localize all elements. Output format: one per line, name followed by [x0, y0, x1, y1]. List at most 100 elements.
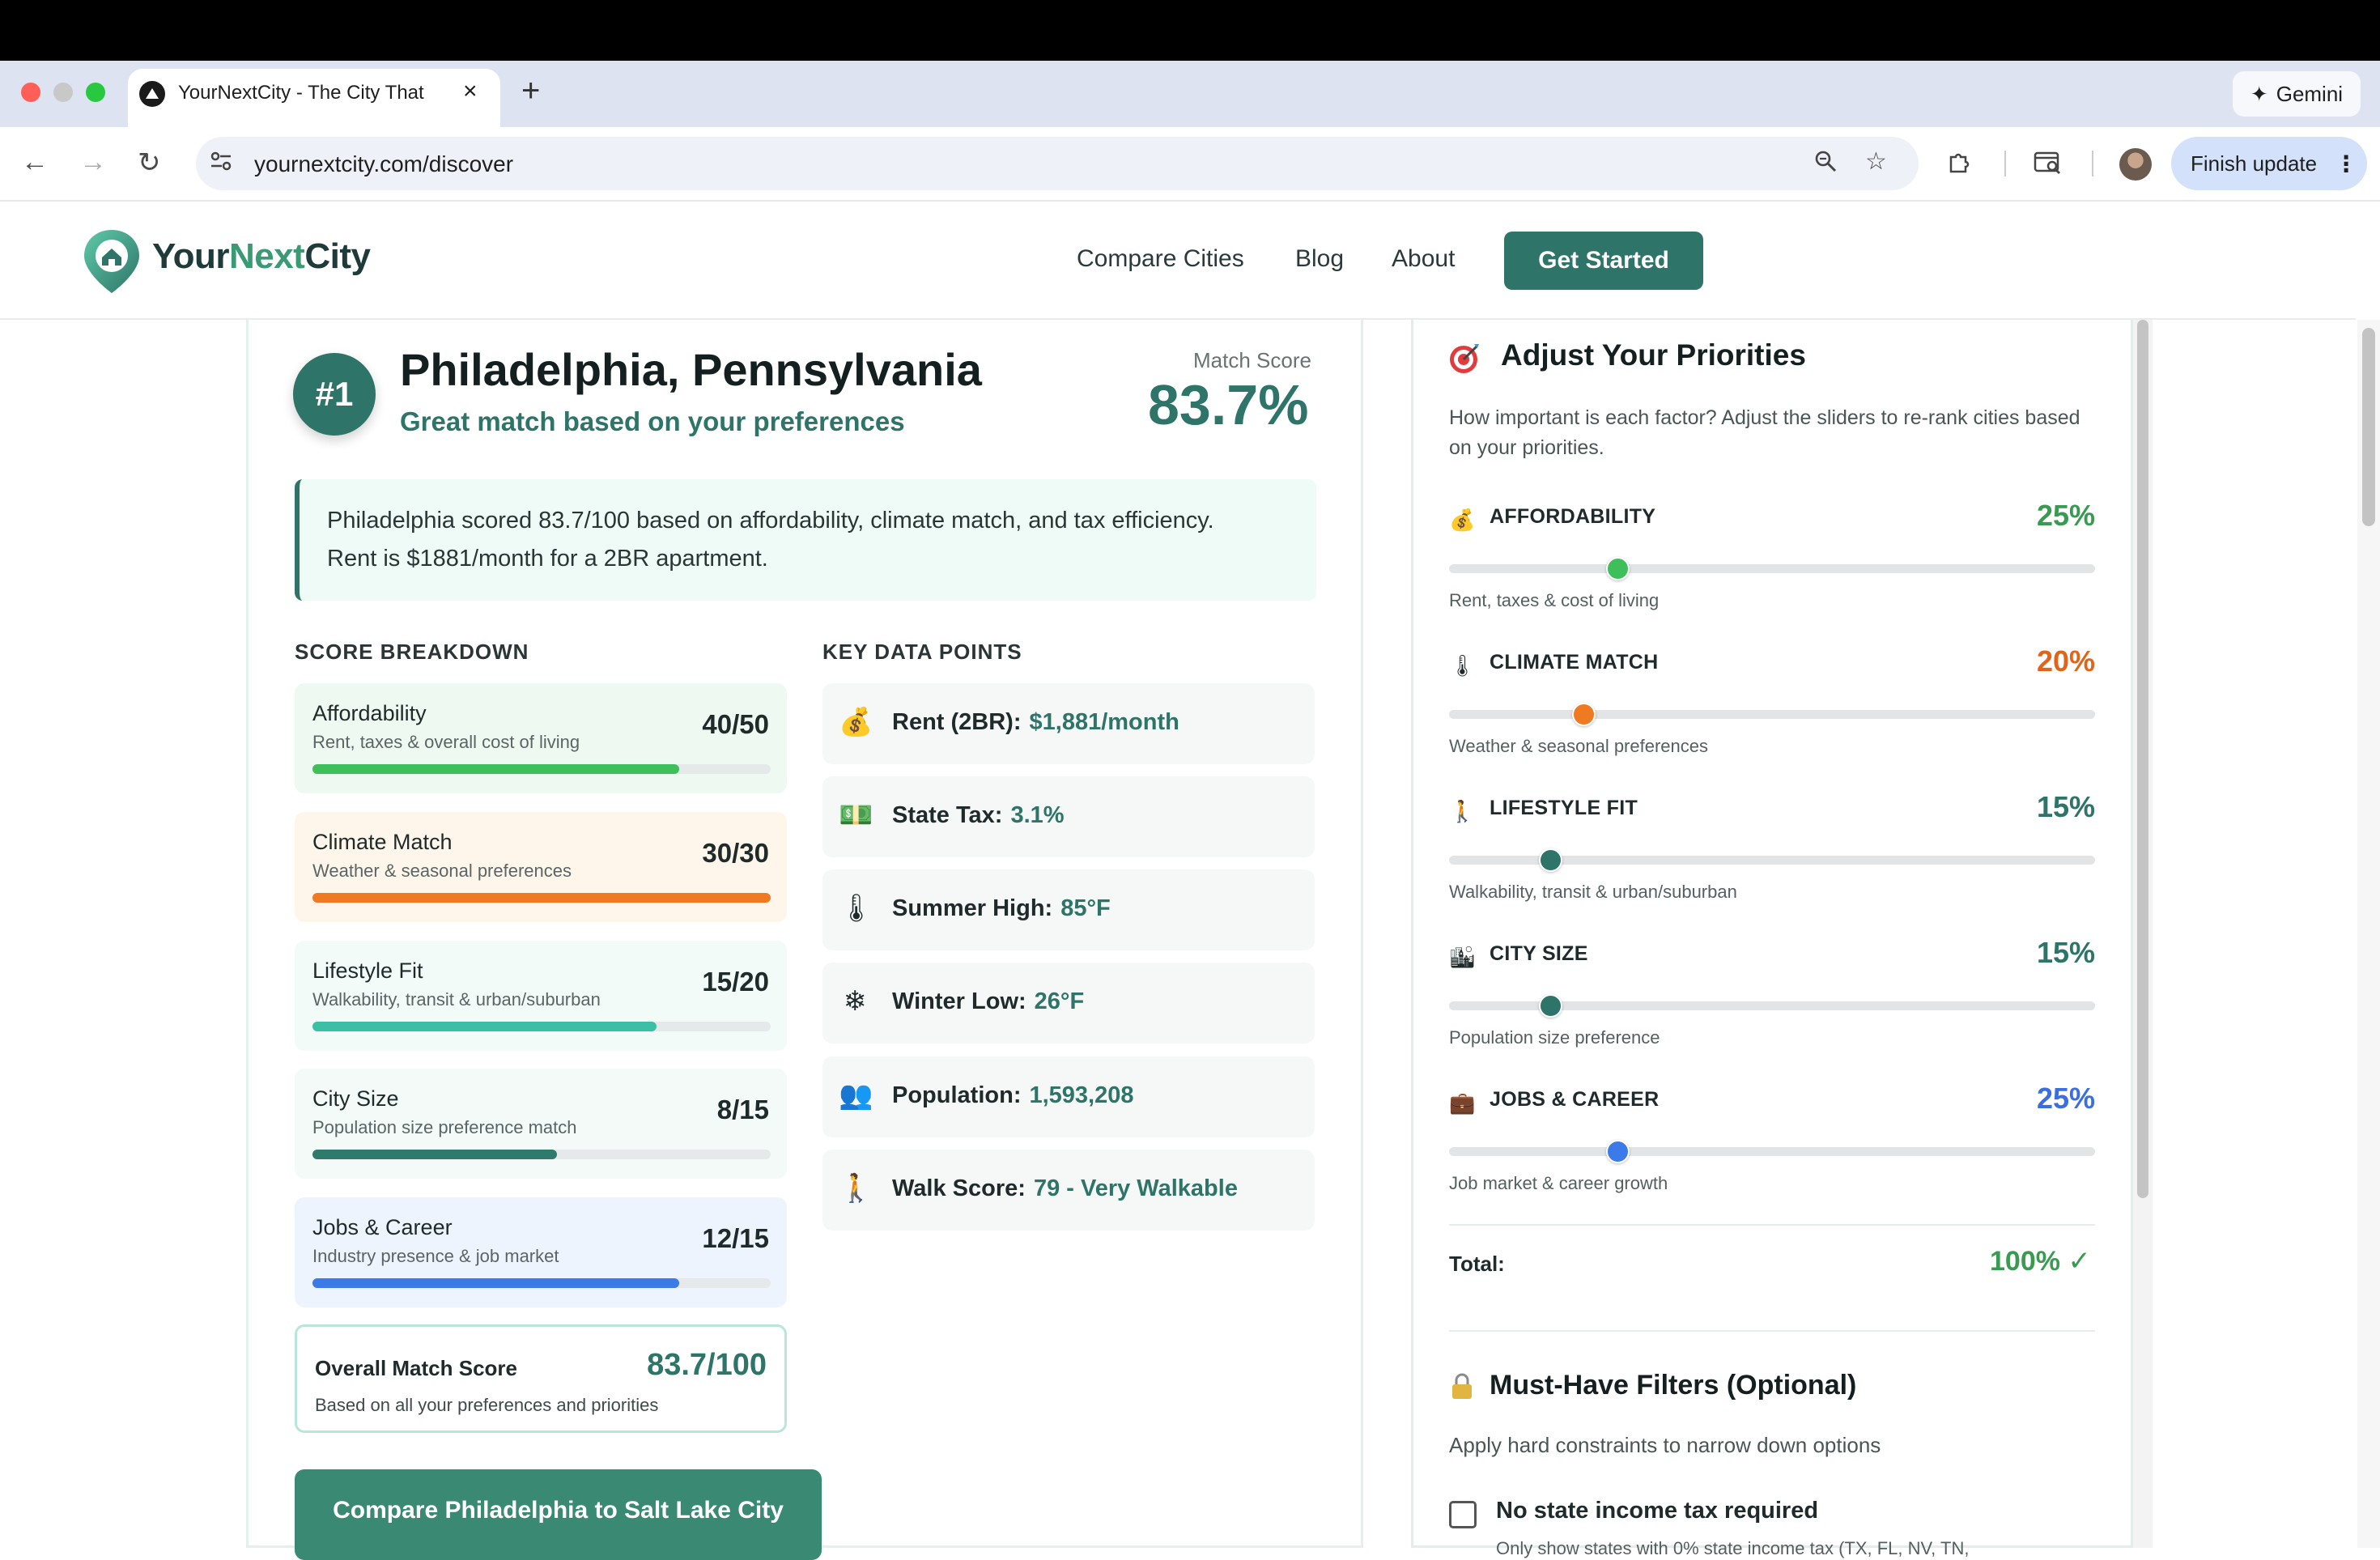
close-window-button[interactable] — [21, 83, 40, 102]
close-tab-icon[interactable]: × — [463, 78, 478, 104]
priority-desc: Population size preference — [1449, 1027, 1660, 1048]
priority-slider[interactable] — [1449, 1140, 2095, 1163]
city-title: Philadelphia, Pennsylvania — [400, 344, 982, 395]
logo-pin-icon[interactable] — [79, 227, 144, 295]
score-row-name: Jobs & Career — [312, 1215, 453, 1239]
score-row-desc: Industry presence & job market — [312, 1246, 559, 1266]
nav-blog[interactable]: Blog — [1295, 245, 1345, 272]
panel-scrollbar-thumb[interactable] — [2137, 320, 2148, 1198]
address-bar[interactable] — [196, 137, 1919, 190]
score-row-name: City Size — [312, 1086, 399, 1111]
total-value: 100% ✓ — [1990, 1246, 2091, 1277]
overall-score-desc: Based on all your preferences and priori… — [315, 1395, 659, 1415]
score-progress-track — [312, 1278, 771, 1288]
extensions-icon[interactable] — [1946, 149, 1972, 175]
score-progress-fill — [312, 1278, 679, 1288]
nav-about[interactable]: About — [1392, 245, 1456, 272]
priority-slider[interactable] — [1449, 848, 2095, 872]
toolbar-divider — [2004, 151, 2006, 176]
priority-slider[interactable] — [1449, 557, 2095, 580]
priority-slider-thumb[interactable] — [1605, 1140, 1630, 1163]
minimize-window-button[interactable] — [53, 83, 73, 102]
gemini-label: Gemini — [2276, 81, 2344, 106]
reload-icon[interactable]: ↻ — [138, 147, 161, 178]
more-vertical-icon[interactable]: ⋮ — [2335, 151, 2358, 176]
priority-desc: Job market & career growth — [1449, 1173, 1668, 1193]
key-data-label: Winter Low: — [892, 988, 1026, 1014]
key-data-value: 3.1% — [1010, 802, 1065, 828]
profile-avatar[interactable] — [2119, 148, 2152, 181]
priority-percent: 25% — [2036, 1082, 2095, 1115]
overall-score-box: Overall Match Score 83.7/100 Based on al… — [295, 1324, 787, 1433]
url-text[interactable]: yournextcity.com/discover — [254, 151, 514, 176]
key-data-text: Winter Low: 26°F — [892, 988, 1084, 1015]
priority-slider-thumb[interactable] — [1538, 994, 1562, 1018]
lock-icon — [1452, 1373, 1472, 1399]
score-row-desc: Rent, taxes & overall cost of living — [312, 732, 580, 752]
tab-title: YourNextCity - The City That — [178, 82, 424, 104]
city-subtitle: Great match based on your preferences — [400, 406, 905, 436]
forward-arrow-icon[interactable]: → — [79, 147, 107, 177]
zoom-icon[interactable] — [1813, 149, 1838, 173]
must-have-heading: Must-Have Filters (Optional) — [1490, 1370, 1857, 1401]
gemini-button[interactable]: ✦ Gemini — [2233, 71, 2361, 117]
page-scrollbar-thumb[interactable] — [2362, 328, 2375, 526]
compare-cities-button[interactable]: Compare Philadelphia to Salt Lake City — [295, 1469, 822, 1560]
score-progress-fill — [312, 764, 679, 774]
key-data-text: Population: 1,593,208 — [892, 1082, 1134, 1109]
key-data-text: Summer High: 85°F — [892, 895, 1111, 922]
site-header — [0, 202, 2356, 320]
priority-slider-thumb[interactable] — [1572, 703, 1596, 726]
bookmark-star-icon[interactable]: ☆ — [1865, 148, 1887, 175]
banknote-icon: 💵 — [839, 800, 873, 831]
match-score-value: 83.7% — [1148, 373, 1309, 436]
key-data-label: Summer High: — [892, 895, 1053, 921]
get-started-button[interactable]: Get Started — [1504, 232, 1703, 290]
priority-slider[interactable] — [1449, 703, 2095, 726]
back-arrow-icon[interactable]: ← — [21, 147, 49, 177]
priority-percent: 20% — [2036, 644, 2095, 678]
money-bag-icon: 💰 — [839, 707, 873, 737]
must-have-desc: Apply hard constraints to narrow down op… — [1449, 1433, 1881, 1457]
priority-slider-thumb[interactable] — [1538, 848, 1562, 872]
score-row-value: 8/15 — [716, 1095, 769, 1124]
finish-update-label: Finish update — [2191, 151, 2318, 176]
priority-desc: Walkability, transit & urban/suburban — [1449, 882, 1737, 902]
priority-label: AFFORDABILITY — [1490, 505, 1656, 528]
score-row: Affordability Rent, taxes & overall cost … — [295, 683, 787, 793]
priority-label: JOBS & CAREER — [1490, 1088, 1660, 1111]
key-data-item: 🚶 Walk Score: 79 - Very Walkable — [822, 1150, 1315, 1231]
zoom-window-button[interactable] — [86, 83, 105, 102]
browser-tab[interactable] — [128, 69, 500, 127]
score-row-desc: Walkability, transit & urban/suburban — [312, 989, 601, 1010]
sparkle-icon: ✦ — [2250, 81, 2268, 106]
no-income-tax-label[interactable]: No state income tax required — [1496, 1498, 1819, 1524]
key-data-value: 85°F — [1060, 895, 1111, 921]
finish-update-button[interactable]: Finish update ⋮ — [2171, 137, 2367, 190]
new-tab-icon[interactable]: + — [521, 73, 541, 108]
priority-slider-thumb[interactable] — [1605, 557, 1630, 580]
score-progress-fill — [312, 1022, 657, 1031]
priority-slider[interactable] — [1449, 994, 2095, 1018]
money-bag-icon: 💰 — [1449, 508, 1476, 532]
key-data-value: $1,881/month — [1029, 709, 1179, 735]
walking-icon: 🚶 — [839, 1173, 873, 1204]
nav-compare-cities[interactable]: Compare Cities — [1077, 245, 1244, 272]
thermometer-icon: 🌡 — [1449, 653, 1477, 678]
snowflake-icon: ❄ — [843, 986, 867, 1017]
tab-search-icon[interactable] — [2034, 151, 2063, 175]
score-progress-track — [312, 1022, 771, 1031]
key-data-value: 26°F — [1034, 988, 1085, 1014]
priorities-panel — [1411, 320, 2133, 1548]
score-breakdown-heading: SCORE BREAKDOWN — [295, 640, 529, 664]
divider — [1449, 1330, 2095, 1332]
priorities-desc: How important is each factor? Adjust the… — [1449, 406, 2080, 459]
logo-wordmark[interactable]: YourNextCity — [152, 236, 371, 276]
menu-bar — [0, 0, 2380, 61]
priorities-heading: Adjust Your Priorities — [1501, 338, 1806, 372]
key-data-text: Rent (2BR): $1,881/month — [892, 709, 1179, 736]
score-progress-fill — [312, 1150, 557, 1159]
walking-icon: 🚶 — [1449, 799, 1476, 823]
site-settings-icon[interactable] — [209, 149, 233, 173]
no-income-tax-checkbox[interactable] — [1449, 1501, 1477, 1528]
